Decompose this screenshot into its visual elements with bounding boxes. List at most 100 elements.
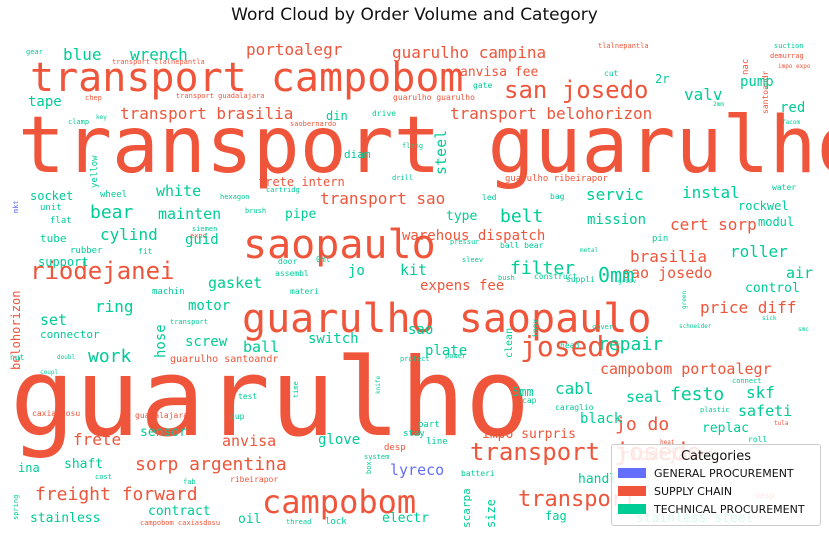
word-174: line: [426, 437, 448, 447]
word-133: 0ml: [316, 255, 331, 264]
legend-label: TECHNICAL PROCUREMENT: [654, 502, 805, 516]
word-151: drive: [372, 109, 396, 118]
word-142: pressur: [450, 238, 480, 246]
word-7: san josedo: [504, 76, 649, 104]
word-90: plate: [425, 343, 467, 359]
word-124: wheel: [100, 190, 127, 200]
word-3: guarulho saopaulo: [242, 296, 651, 342]
word-190: schneider: [679, 323, 712, 330]
word-129: machin: [152, 287, 185, 297]
word-170: test: [238, 392, 257, 401]
word-34: guarulho ribeirapor: [505, 174, 609, 184]
word-147: cartridg: [266, 186, 300, 194]
word-37: ribeirapor: [230, 475, 278, 484]
word-6: josedo: [520, 330, 621, 363]
word-185: cap: [522, 396, 537, 405]
word-168: knife: [375, 376, 382, 394]
legend-swatch: [618, 486, 646, 496]
word-145: led: [482, 193, 497, 202]
word-20: sao josedo: [622, 264, 712, 282]
word-72: roller: [730, 242, 788, 261]
word-4: saopaulo: [243, 222, 436, 268]
word-21: price diff: [700, 298, 796, 317]
word-27: expens fee: [420, 278, 504, 294]
word-157: suction: [774, 42, 804, 50]
word-11: sorp argentina: [135, 454, 287, 475]
word-38: caxiasdosu: [32, 409, 80, 418]
word-148: brush: [245, 207, 266, 215]
word-171: cup: [230, 412, 245, 421]
legend-entry-general: GENERAL PROCUREMENT: [618, 464, 820, 482]
word-106: handl: [578, 472, 617, 487]
word-158: gear: [26, 48, 43, 56]
word-115: connector: [40, 328, 100, 341]
word-102: stainless: [30, 511, 100, 526]
word-114: tube: [40, 232, 67, 245]
word-107: fag: [545, 509, 567, 523]
word-176: box: [365, 461, 373, 474]
word-96: black: [580, 411, 623, 427]
word-163: nut: [10, 353, 25, 362]
word-105: electr: [382, 511, 429, 526]
word-184: inox: [531, 319, 540, 338]
word-69: servic: [586, 185, 644, 204]
word-40: transport tlalnepantla: [112, 58, 205, 66]
word-99: sensor: [140, 425, 187, 440]
word-192: connect: [732, 377, 762, 385]
word-57: filter: [510, 258, 575, 279]
word-167: power: [445, 352, 466, 360]
word-15: transport belohorizon: [450, 104, 652, 123]
word-81: jo: [348, 263, 365, 279]
word-16: transport brasilia: [120, 104, 293, 123]
word-67: red: [780, 100, 805, 116]
word-137: suppli: [566, 275, 595, 284]
word-32: frete intern: [258, 175, 345, 189]
word-64: wrench: [130, 45, 188, 64]
word-35: guarulho guarulho: [393, 93, 475, 102]
word-30: impo surpris: [482, 427, 576, 442]
word-109: scarpa: [460, 488, 473, 528]
word-84: motor: [188, 298, 230, 314]
word-76: white: [156, 182, 201, 200]
word-73: air: [786, 264, 813, 282]
word-45: demurrag: [770, 52, 804, 60]
word-181: cost: [95, 473, 112, 481]
word-54: lyreco: [390, 461, 444, 479]
word-33: guarulho santoandr: [170, 354, 278, 365]
word-187: head: [560, 341, 579, 350]
word-60: repair: [598, 334, 663, 355]
word-52: tula: [774, 420, 789, 427]
word-70: instal: [682, 183, 740, 202]
word-144: bag: [550, 192, 565, 201]
word-111: type: [446, 209, 477, 224]
word-71: mission: [587, 212, 646, 228]
word-186: caraglio: [555, 403, 594, 412]
legend-entry-supply-chain: SUPPLY CHAIN: [618, 482, 820, 500]
word-165: coupl: [40, 369, 58, 376]
word-123: yellow: [90, 155, 100, 188]
word-48: expo: [190, 232, 207, 240]
word-126: unit: [40, 203, 62, 213]
word-119: 2r: [655, 72, 669, 86]
word-55: mkt: [12, 200, 20, 213]
word-169: time: [292, 381, 300, 398]
word-62: work: [88, 346, 132, 367]
word-56: 0mm: [598, 263, 634, 287]
word-91: sao: [408, 322, 433, 338]
word-155: facom: [782, 119, 800, 126]
word-24: frete: [73, 430, 121, 449]
word-41: transport guadalajara: [176, 92, 265, 100]
word-193: plastic: [700, 406, 730, 414]
word-75: cylind: [100, 225, 158, 244]
word-86: hose: [153, 324, 169, 358]
legend-label: GENERAL PROCUREMENT: [654, 466, 794, 480]
word-116: din: [326, 109, 348, 123]
word-28: warehous dispatch: [402, 228, 545, 244]
legend-title: Categories: [680, 449, 752, 464]
word-138: groov: [618, 278, 636, 285]
word-132: door: [278, 257, 297, 266]
word-162: transport: [170, 318, 208, 326]
word-50: nac: [741, 59, 751, 75]
word-29: anvisa fee: [460, 65, 538, 80]
word-22: campobom portoalegr: [600, 360, 772, 378]
